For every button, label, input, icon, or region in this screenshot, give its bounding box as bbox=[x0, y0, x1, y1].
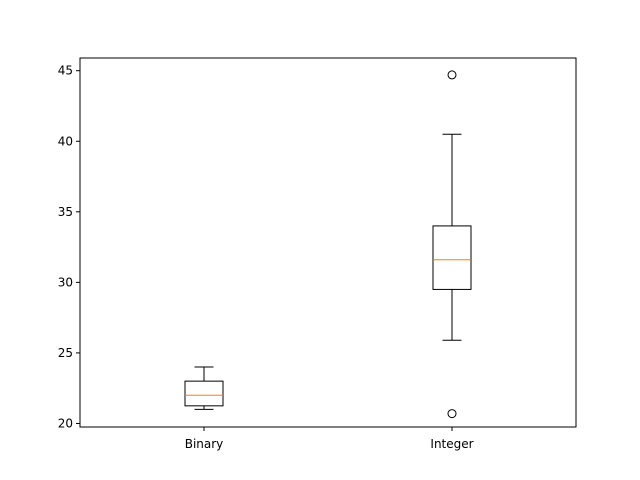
outlier-point bbox=[447, 70, 457, 80]
y-tick-label: 40 bbox=[58, 134, 73, 148]
box-iqr bbox=[432, 225, 472, 290]
y-axis: 20 25 30 35 40 45 bbox=[58, 64, 80, 430]
plot-frame bbox=[79, 57, 577, 428]
box-integer bbox=[432, 70, 472, 419]
x-tick-label: Integer bbox=[430, 437, 473, 451]
y-tick-label: 35 bbox=[58, 205, 73, 219]
y-tick-label: 30 bbox=[58, 275, 73, 289]
y-tick-label: 20 bbox=[58, 416, 73, 430]
x-tick-label: Binary bbox=[185, 437, 224, 451]
box-iqr bbox=[184, 380, 224, 407]
y-tick-label: 45 bbox=[58, 64, 73, 78]
plot-area bbox=[80, 58, 576, 427]
x-axis: Binary Integer bbox=[185, 427, 474, 451]
y-tick-label: 25 bbox=[58, 346, 73, 360]
box-binary bbox=[184, 366, 224, 410]
boxes-group bbox=[184, 70, 472, 419]
outlier-point bbox=[447, 409, 457, 419]
